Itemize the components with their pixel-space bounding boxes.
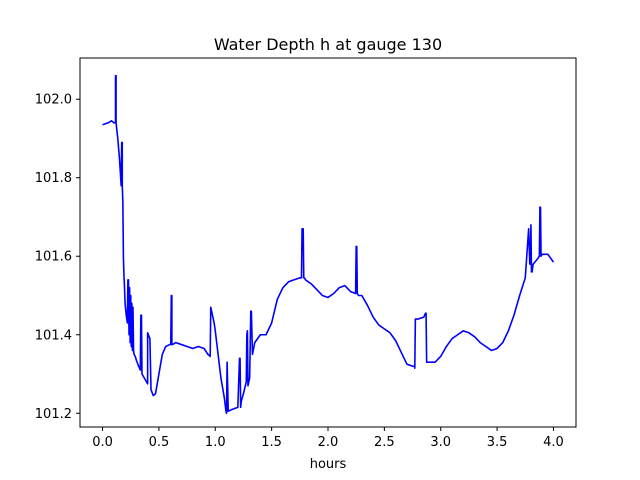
x-tick-label: 2.0 bbox=[318, 435, 339, 450]
x-tick-label: 1.5 bbox=[261, 435, 282, 450]
y-tick-label: 101.8 bbox=[35, 171, 72, 186]
y-axis: 101.2 101.4 101.6 101.8 102.0 bbox=[35, 93, 80, 422]
plot-frame bbox=[79, 57, 577, 428]
x-axis: 0.0 0.5 1.0 1.5 2.0 2.5 3.0 3.5 4.0 bbox=[92, 427, 564, 450]
y-tick-label: 101.6 bbox=[35, 250, 72, 265]
x-tick-label: 2.5 bbox=[374, 435, 395, 450]
x-tick-label: 1.0 bbox=[205, 435, 226, 450]
y-tick-label: 101.2 bbox=[35, 407, 72, 422]
x-tick-label: 3.5 bbox=[487, 435, 508, 450]
x-tick-label: 0.5 bbox=[149, 435, 170, 450]
x-tick-label: 4.0 bbox=[543, 435, 564, 450]
series-line bbox=[102, 74, 555, 415]
y-tick-label: 102.0 bbox=[35, 93, 72, 108]
plot-area bbox=[102, 74, 555, 415]
chart-title: Water Depth h at gauge 130 bbox=[214, 35, 442, 54]
x-axis-title: hours bbox=[310, 457, 347, 472]
x-tick-label: 0.0 bbox=[92, 435, 113, 450]
x-tick-label: 3.0 bbox=[430, 435, 451, 450]
y-tick-label: 101.4 bbox=[35, 328, 72, 343]
